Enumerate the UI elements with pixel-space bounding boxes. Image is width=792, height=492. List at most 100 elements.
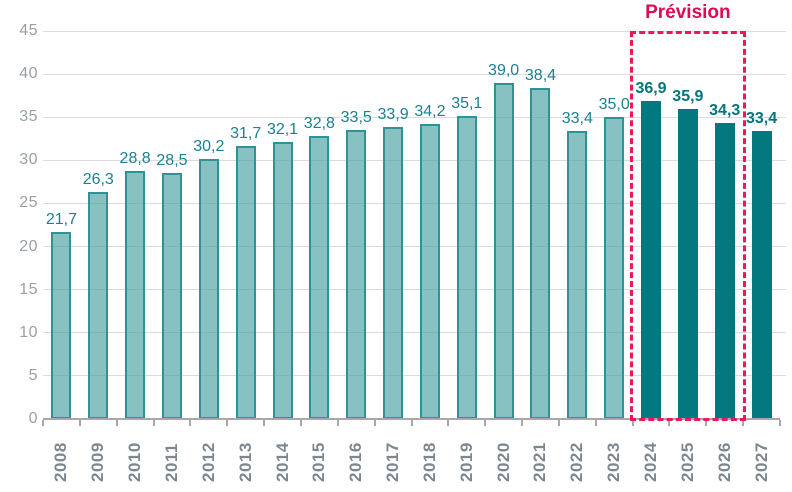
x-axis-label-2017: 2017 [383, 442, 403, 482]
x-axis-tick [299, 420, 302, 426]
x-axis-tick [226, 420, 229, 426]
forecast-bar-2027 [751, 131, 772, 419]
x-axis-tick [373, 420, 376, 426]
y-axis-label-35: 35 [19, 108, 38, 126]
x-axis-label-2010: 2010 [125, 442, 145, 482]
x-axis-tick [742, 420, 745, 426]
x-axis-tick [263, 420, 266, 426]
y-axis-label-15: 15 [19, 280, 38, 298]
bar-2010 [125, 170, 146, 419]
x-axis-label-2022: 2022 [567, 442, 587, 482]
x-axis-tick [705, 420, 708, 426]
x-axis-tick [42, 420, 44, 426]
gridline-30 [43, 159, 786, 161]
bar-2014 [272, 142, 293, 419]
bar-2013 [235, 145, 256, 419]
x-axis-label-2015: 2015 [309, 442, 329, 482]
gridline-40 [43, 73, 786, 75]
value-label-2012: 30,2 [193, 137, 225, 155]
y-axis-label-25: 25 [19, 194, 38, 212]
forecast-bar-2026 [714, 123, 735, 419]
bar-2016 [346, 130, 367, 419]
x-axis-tick [410, 420, 413, 426]
x-axis-tick [189, 420, 192, 426]
x-axis-label-2014: 2014 [272, 442, 292, 482]
value-label-2018: 34,2 [414, 103, 446, 121]
x-axis-label-2025: 2025 [677, 442, 697, 482]
x-axis-tick [521, 420, 524, 426]
gridline-10 [43, 332, 786, 334]
value-label-2026: 34,3 [709, 102, 741, 120]
value-label-2011: 28,5 [156, 152, 188, 170]
y-axis-label-0: 0 [28, 410, 38, 427]
bar-2015 [309, 136, 330, 419]
gridline-25 [43, 202, 786, 204]
x-axis-tick [594, 420, 597, 426]
value-label-2014: 32,1 [266, 121, 299, 139]
gridline-15 [43, 289, 786, 291]
value-label-2025: 35,9 [672, 88, 704, 106]
y-axis-label-30: 30 [19, 151, 38, 169]
value-label-2017: 33,9 [377, 105, 409, 123]
value-label-2020: 39,0 [488, 61, 520, 79]
y-axis-label-5: 5 [28, 366, 38, 384]
x-axis-label-2024: 2024 [641, 442, 661, 482]
gridline-20 [43, 246, 786, 248]
gridline-45 [43, 30, 786, 32]
x-axis-label-2008: 2008 [51, 442, 71, 482]
value-label-2008: 21,7 [45, 210, 77, 228]
forecast-bar-2024 [641, 100, 662, 419]
x-axis-tick [152, 420, 155, 426]
bar-2018 [419, 124, 440, 419]
x-axis-tick [557, 420, 560, 426]
x-axis-label-2011: 2011 [161, 443, 181, 482]
y-axis-label-10: 10 [19, 323, 38, 341]
x-axis-label-2020: 2020 [493, 442, 513, 482]
x-axis-label-2013: 2013 [235, 442, 255, 482]
x-axis-label-2019: 2019 [456, 442, 476, 482]
x-axis-tick [115, 420, 118, 426]
value-label-2023: 35,0 [598, 96, 630, 114]
bar-2008 [51, 231, 72, 419]
x-axis-tick [484, 420, 487, 426]
x-axis-tick [336, 420, 339, 426]
value-label-2009: 26,3 [82, 171, 114, 189]
x-axis-label-2026: 2026 [714, 442, 734, 482]
x-axis-label-2009: 2009 [88, 442, 108, 482]
value-label-2021: 38,4 [524, 66, 557, 84]
bar-2022 [567, 131, 588, 419]
prevision-label: Prévision [645, 2, 731, 23]
bar-2023 [604, 117, 625, 419]
bar-2011 [161, 173, 182, 419]
x-axis-tick [779, 420, 781, 426]
gridline-35 [43, 116, 786, 118]
y-axis-label-45: 45 [19, 22, 38, 39]
x-axis-label-2016: 2016 [346, 442, 366, 482]
bar-2012 [198, 158, 219, 419]
x-axis-line [43, 418, 780, 420]
value-label-2022: 33,4 [561, 110, 593, 128]
value-label-2019: 35,1 [451, 95, 483, 113]
y-axis-label-20: 20 [19, 237, 38, 255]
x-axis-tick [631, 420, 634, 426]
x-axis-tick [447, 420, 450, 426]
x-axis-tick [668, 420, 671, 426]
bar-2021 [530, 87, 551, 419]
y-axis-label-40: 40 [19, 65, 38, 83]
x-axis-label-2027: 2027 [751, 442, 771, 482]
x-axis-label-2023: 2023 [604, 442, 624, 482]
value-label-2013: 31,7 [230, 124, 262, 142]
x-axis-label-2012: 2012 [198, 442, 218, 482]
value-label-2027: 33,4 [745, 110, 778, 128]
value-label-2010: 28,8 [119, 149, 151, 167]
x-axis-label-2021: 2021 [530, 442, 550, 482]
x-axis-tick [78, 420, 81, 426]
gridline-5 [43, 375, 786, 377]
value-label-2024: 36,9 [635, 79, 667, 97]
x-axis-label-2018: 2018 [419, 442, 439, 482]
bar-2019 [456, 116, 477, 419]
bar-2020 [493, 82, 514, 419]
forecast-bar-2025 [677, 109, 698, 419]
value-label-2015: 32,8 [303, 115, 335, 133]
